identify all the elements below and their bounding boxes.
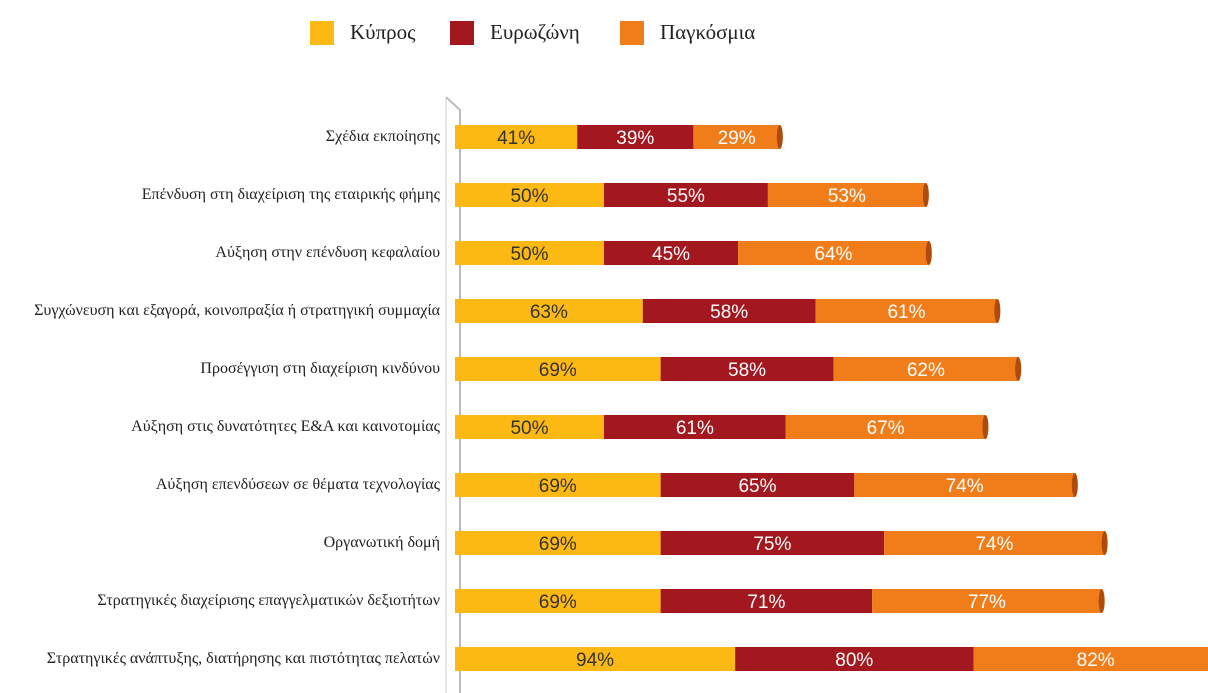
bar-segment xyxy=(738,241,929,265)
bar-end xyxy=(925,241,932,265)
bar-end xyxy=(1098,589,1105,613)
value-label: 53% xyxy=(828,186,866,207)
bar-segment xyxy=(693,125,780,149)
bar-segment xyxy=(455,647,736,671)
value-label: 80% xyxy=(835,650,873,671)
value-label: 67% xyxy=(867,418,905,439)
category-label: Προσέγγιση στη διαχείριση κινδύνου xyxy=(200,360,440,377)
value-label: 75% xyxy=(753,534,791,555)
legend-label: Κύπρος xyxy=(350,20,416,44)
bar-segment xyxy=(973,647,1208,671)
bar-segment xyxy=(455,241,604,265)
bar-segment xyxy=(735,647,974,671)
bar-segment xyxy=(455,125,578,149)
bar-end xyxy=(982,415,989,439)
bar-segment xyxy=(767,183,926,207)
bar-end xyxy=(994,299,1001,323)
category-label: Οργανωτική δομή xyxy=(323,534,440,551)
value-label: 55% xyxy=(667,186,705,207)
legend-swatch xyxy=(620,21,644,45)
value-label: 69% xyxy=(539,476,577,497)
value-label: 45% xyxy=(652,244,690,265)
category-label: Σχέδια εκποίησης xyxy=(325,128,440,145)
value-label: 64% xyxy=(814,244,852,265)
bar-segment xyxy=(455,473,661,497)
bar-segment xyxy=(455,531,661,555)
bar-end xyxy=(1071,473,1078,497)
legend-swatch xyxy=(310,21,334,45)
legend-label: Ευρωζώνη xyxy=(490,20,580,44)
value-label: 50% xyxy=(510,418,548,439)
value-label: 69% xyxy=(539,592,577,613)
bar-segment xyxy=(884,531,1105,555)
bar-segment xyxy=(455,357,661,381)
bar-end xyxy=(922,183,929,207)
bar-segment xyxy=(604,183,768,207)
bar-segment xyxy=(854,473,1075,497)
category-label: Στρατηγικές διαχείρισης επαγγελματικών δ… xyxy=(97,592,440,609)
value-label: 61% xyxy=(676,418,714,439)
value-label: 71% xyxy=(747,592,785,613)
value-label: 77% xyxy=(968,592,1006,613)
category-label: Αύξηση στην επένδυση κεφαλαίου xyxy=(215,244,440,261)
value-label: 39% xyxy=(616,128,654,149)
value-label: 63% xyxy=(530,302,568,323)
category-label: Αύξηση στις δυνατότητες Ε&Α και καινοτομ… xyxy=(131,418,440,435)
category-label: Επένδυση στη διαχείριση της εταιρικής φή… xyxy=(141,186,440,203)
bar-segment xyxy=(660,473,855,497)
category-label: Αύξηση επενδύσεων σε θέματα τεχνολογίας xyxy=(155,476,440,493)
bar-segment xyxy=(660,357,834,381)
value-label: 94% xyxy=(576,650,614,671)
value-label: 58% xyxy=(728,360,766,381)
bar-segment xyxy=(660,531,885,555)
value-label: 62% xyxy=(907,360,945,381)
bar-segment xyxy=(455,299,643,323)
bar-segment xyxy=(833,357,1019,381)
bar-segment xyxy=(660,589,873,613)
value-label: 69% xyxy=(539,534,577,555)
bar-segment xyxy=(455,183,604,207)
category-label: Στρατηγικές ανάπτυξης, διατήρησης και πι… xyxy=(46,650,440,667)
bar-segment xyxy=(455,415,604,439)
value-label: 41% xyxy=(497,128,535,149)
bar-segment xyxy=(577,125,694,149)
axis xyxy=(445,96,461,693)
bar-segment xyxy=(785,415,986,439)
value-label: 58% xyxy=(710,302,748,323)
bar-segment xyxy=(642,299,816,323)
value-label: 74% xyxy=(975,534,1013,555)
bar-segment xyxy=(604,241,739,265)
bar-segment xyxy=(455,589,661,613)
bar-end xyxy=(776,125,783,149)
value-label: 82% xyxy=(1077,650,1115,671)
category-label: Συγχώνευση και εξαγορά, κοινοπραξία ή στ… xyxy=(34,302,440,319)
value-label: 61% xyxy=(887,302,925,323)
value-label: 69% xyxy=(539,360,577,381)
bar-end xyxy=(1015,357,1022,381)
bar-segment xyxy=(815,299,998,323)
bar-segment xyxy=(872,589,1102,613)
value-label: 50% xyxy=(510,186,548,207)
value-label: 50% xyxy=(510,244,548,265)
value-label: 29% xyxy=(718,128,756,149)
bar-end xyxy=(1101,531,1108,555)
legend-label: Παγκόσμια xyxy=(660,20,755,44)
value-label: 74% xyxy=(946,476,984,497)
value-label: 65% xyxy=(738,476,776,497)
bar-segment xyxy=(604,415,786,439)
legend-swatch xyxy=(450,21,474,45)
